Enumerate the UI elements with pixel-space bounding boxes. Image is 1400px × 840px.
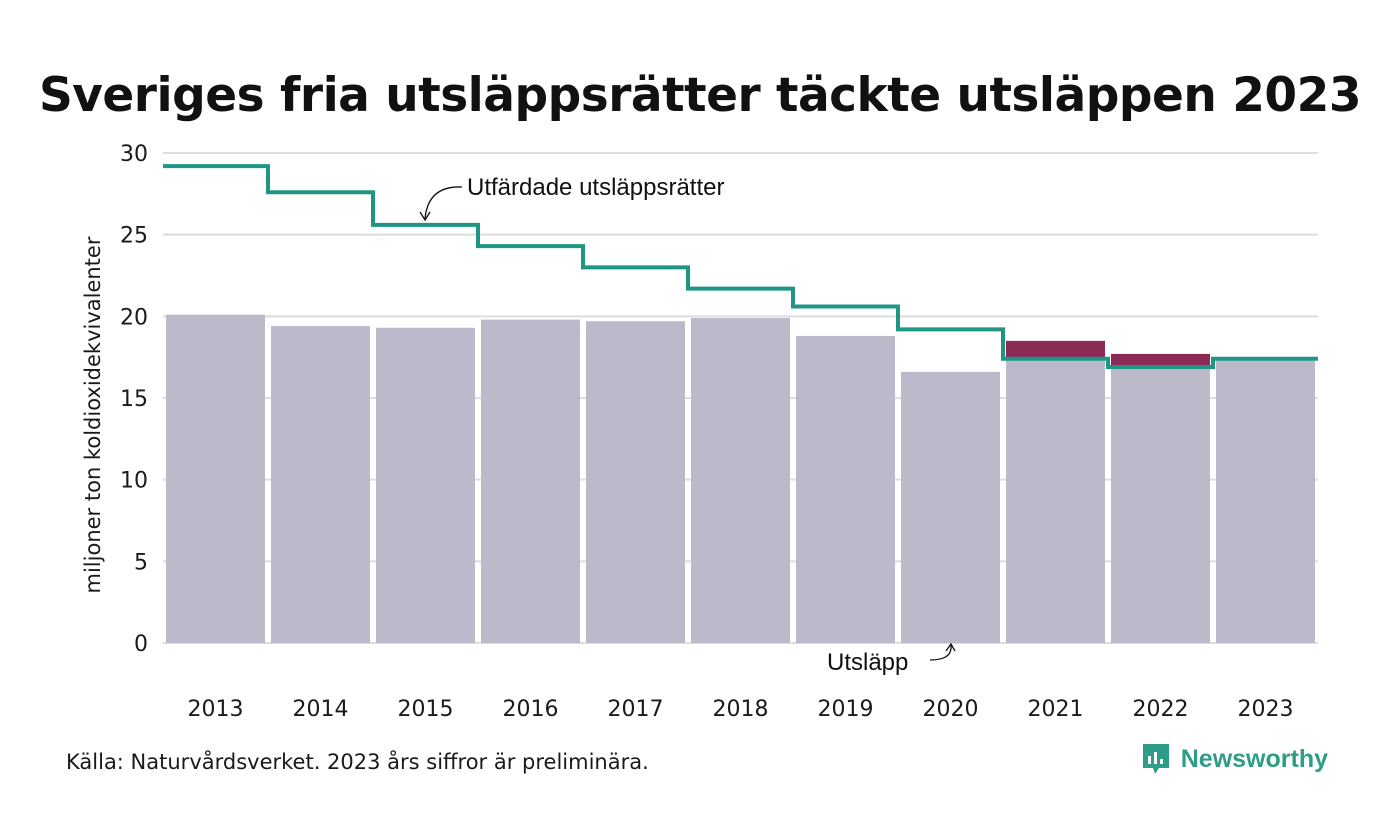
x-tick-label: 2020: [923, 697, 979, 722]
excess-segments: [1006, 340, 1210, 367]
x-tick-label: 2015: [398, 697, 454, 722]
y-tick-label: 10: [120, 469, 148, 494]
y-tick-label: 5: [134, 550, 148, 575]
allowance-line: [163, 164, 1318, 369]
annotation-allowances: Utfärdade utsläppsrätter: [419, 174, 724, 222]
annotation-emissions: Utsläpp: [827, 642, 956, 676]
excess-bar-2022: [1111, 353, 1210, 367]
bar-2018: [691, 317, 790, 643]
annotation-allowances-arrowhead: [419, 211, 431, 222]
y-tick-label: 15: [120, 387, 148, 412]
bar-2023: [1216, 360, 1315, 643]
bar-2021: [1006, 358, 1105, 643]
x-tick-label: 2018: [713, 697, 769, 722]
annotation-allowances-label: Utfärdade utsläppsrätter: [467, 174, 724, 201]
allowance-step-line: [163, 164, 1318, 369]
x-tick-label: 2017: [608, 697, 664, 722]
y-tick-label: 25: [120, 224, 148, 249]
bars: [166, 314, 1315, 643]
bar-2019: [796, 335, 895, 643]
annotation-emissions-arrowhead: [945, 642, 956, 652]
bar-2016: [481, 319, 580, 643]
x-tick-label: 2021: [1028, 697, 1084, 722]
brand: Newsworthy: [1141, 742, 1328, 776]
bar-2017: [586, 321, 685, 643]
bar-2022: [1111, 366, 1210, 643]
newsworthy-logo-icon: [1142, 744, 1169, 774]
y-tick-label: 30: [120, 142, 148, 167]
annotation-allowances-arrow: [424, 186, 463, 220]
excess-bar-2021: [1006, 340, 1105, 359]
annotation-emissions-label: Utsläpp: [827, 649, 908, 676]
x-tick-label: 2023: [1238, 697, 1294, 722]
source-note: Källa: Naturvårdsverket. 2023 års siffro…: [66, 750, 649, 774]
y-tick-labels: 0 5 10 15 20 25 30: [120, 142, 148, 657]
x-tick-label: 2013: [188, 697, 244, 722]
x-tick-label: 2019: [818, 697, 874, 722]
y-tick-label: 0: [134, 632, 148, 657]
annotation-emissions-arrow: [929, 644, 952, 661]
bar-2020: [901, 371, 1000, 643]
x-tick-label: 2016: [503, 697, 559, 722]
bar-2013: [166, 314, 265, 643]
brand-name: Newsworthy: [1180, 744, 1328, 773]
y-axis-label: miljoner ton koldioxidekvivalenter: [81, 236, 105, 593]
x-tick-label: 2014: [293, 697, 349, 722]
y-tick-label: 20: [120, 305, 148, 330]
bar-2015: [376, 327, 475, 643]
x-tick-labels: 2013 2014 2015 2016 2017 2018 2019 2020 2021 2022…: [188, 697, 1294, 722]
bar-2014: [271, 326, 370, 643]
x-tick-label: 2022: [1133, 697, 1189, 722]
chart-title: Sveriges fria utsläppsrätter täckte utsl…: [38, 68, 1362, 123]
